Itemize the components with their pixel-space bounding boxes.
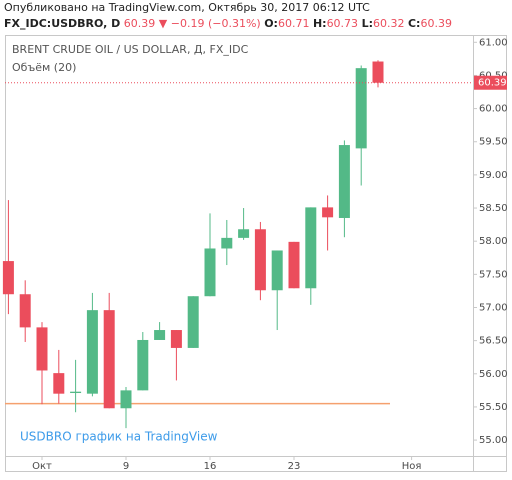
h: 60.73 <box>326 17 359 30</box>
candle-body <box>53 373 65 394</box>
x-tick-label: 9 <box>123 461 129 472</box>
y-tick-label: 58.00 <box>479 236 508 247</box>
y-tick-label: 57.50 <box>479 269 508 280</box>
candle-body <box>221 237 233 249</box>
candle-body <box>322 207 334 218</box>
header: Опубликовано на TradingView.com, Октябрь… <box>4 0 452 32</box>
y-tick-label: 60.00 <box>479 104 508 115</box>
y-tick-label: 55.50 <box>479 402 508 413</box>
x-tick-label: Окт <box>32 461 52 472</box>
l: 60.32 <box>372 17 405 30</box>
y-tick-label: 56.50 <box>479 336 508 347</box>
o: 60.71 <box>277 17 310 30</box>
y-tick-label: 56.00 <box>479 369 508 380</box>
h-label: H: <box>312 17 327 30</box>
candle-body <box>120 390 132 409</box>
price-label: 60.39 <box>478 78 507 89</box>
candle-body <box>288 241 300 289</box>
quote-line: FX_IDC:USDBRO, D 60.39 ▼ −0.19 (−0.31%) … <box>4 16 452 32</box>
y-tick-label: 57.00 <box>479 302 508 313</box>
arrow: ▼ <box>158 17 168 30</box>
candle-body <box>19 294 31 328</box>
y-tick-label: 61.00 <box>479 37 508 48</box>
candle-body <box>204 248 216 297</box>
candle-body <box>154 330 166 340</box>
candle-body <box>36 327 48 371</box>
candle-body <box>238 229 250 238</box>
price-label-bg <box>474 75 507 90</box>
candle-body <box>305 207 317 289</box>
candle-body <box>254 229 266 291</box>
y-tick-label: 58.50 <box>479 203 508 214</box>
x-tick-label: Ноя <box>402 461 422 472</box>
symbol: FX_IDC:USDBRO, D <box>4 17 121 30</box>
candle-body <box>170 330 182 348</box>
watermark: USDBRO график на TradingView <box>20 430 218 444</box>
candle-body <box>103 310 115 409</box>
candle-body <box>338 145 350 218</box>
candle-body <box>86 310 98 394</box>
x-tick-label: 16 <box>204 461 217 472</box>
o-label: O: <box>264 17 278 30</box>
published: Опубликовано на TradingView.com, Октябрь… <box>4 1 370 14</box>
c: 60.39 <box>420 17 452 30</box>
chart-title: BRENT CRUDE OIL / US DOLLAR, Д, FX_IDC <box>12 43 249 56</box>
frame <box>5 35 507 472</box>
l-label: L: <box>361 17 373 30</box>
last: 60.39 <box>123 17 156 30</box>
candle-body <box>70 391 82 394</box>
candle-body <box>2 261 14 295</box>
y-tick-label: 59.00 <box>479 170 508 181</box>
y-tick-label: 59.50 <box>479 137 508 148</box>
candle-body <box>271 250 283 291</box>
x-tick-label: 23 <box>288 461 301 472</box>
volume-label: Объём (20) <box>12 61 76 74</box>
candle-body <box>355 68 367 149</box>
y-tick-label: 55.00 <box>479 435 508 446</box>
c-label: C: <box>407 17 421 30</box>
candle-body <box>372 61 384 83</box>
candle-body <box>187 296 199 348</box>
change: −0.19 (−0.31%) <box>170 17 261 30</box>
candle-body <box>137 339 149 391</box>
